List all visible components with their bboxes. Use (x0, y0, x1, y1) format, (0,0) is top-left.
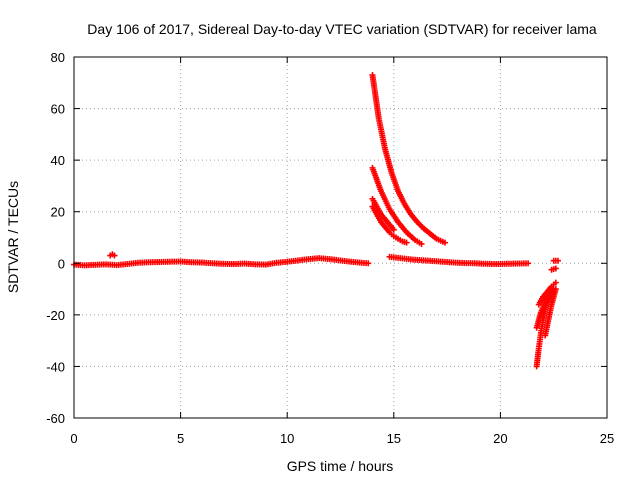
data-point (441, 239, 448, 246)
grid (74, 57, 607, 418)
x-tick-label: 0 (70, 431, 77, 446)
y-tick-label: -40 (46, 359, 65, 374)
y-tick-label: 60 (51, 102, 65, 117)
chart-title: Day 106 of 2017, Sidereal Day-to-day VTE… (87, 21, 597, 37)
x-tick-label: 5 (177, 431, 184, 446)
data-points (71, 72, 561, 370)
y-tick-label: -20 (46, 308, 65, 323)
x-tick-label: 20 (493, 431, 507, 446)
data-point (525, 260, 532, 267)
y-tick-label: 0 (58, 256, 65, 271)
y-axis-label: SDTVAR / TECUs (5, 181, 21, 293)
plot-frame (73, 56, 608, 419)
data-point (390, 226, 397, 233)
x-tick-label: 10 (280, 431, 294, 446)
y-tick-label: 20 (51, 205, 65, 220)
y-tick-label: 40 (51, 153, 65, 168)
data-point (111, 252, 118, 259)
data-point (403, 239, 410, 246)
data-point (552, 286, 559, 293)
data-point (418, 240, 425, 247)
y-tick-label: 80 (51, 50, 65, 65)
x-tick-label: 15 (387, 431, 401, 446)
x-tick-label: 25 (600, 431, 614, 446)
data-point (554, 257, 561, 264)
x-axis-label: GPS time / hours (287, 458, 394, 474)
data-point (552, 279, 559, 286)
axis-ticks: 0 5 10 15 20 25 -60 -40 -20 0 20 40 60 80 (46, 50, 614, 446)
data-point (552, 265, 559, 272)
data-point (365, 260, 372, 267)
y-tick-label: -60 (46, 411, 65, 426)
